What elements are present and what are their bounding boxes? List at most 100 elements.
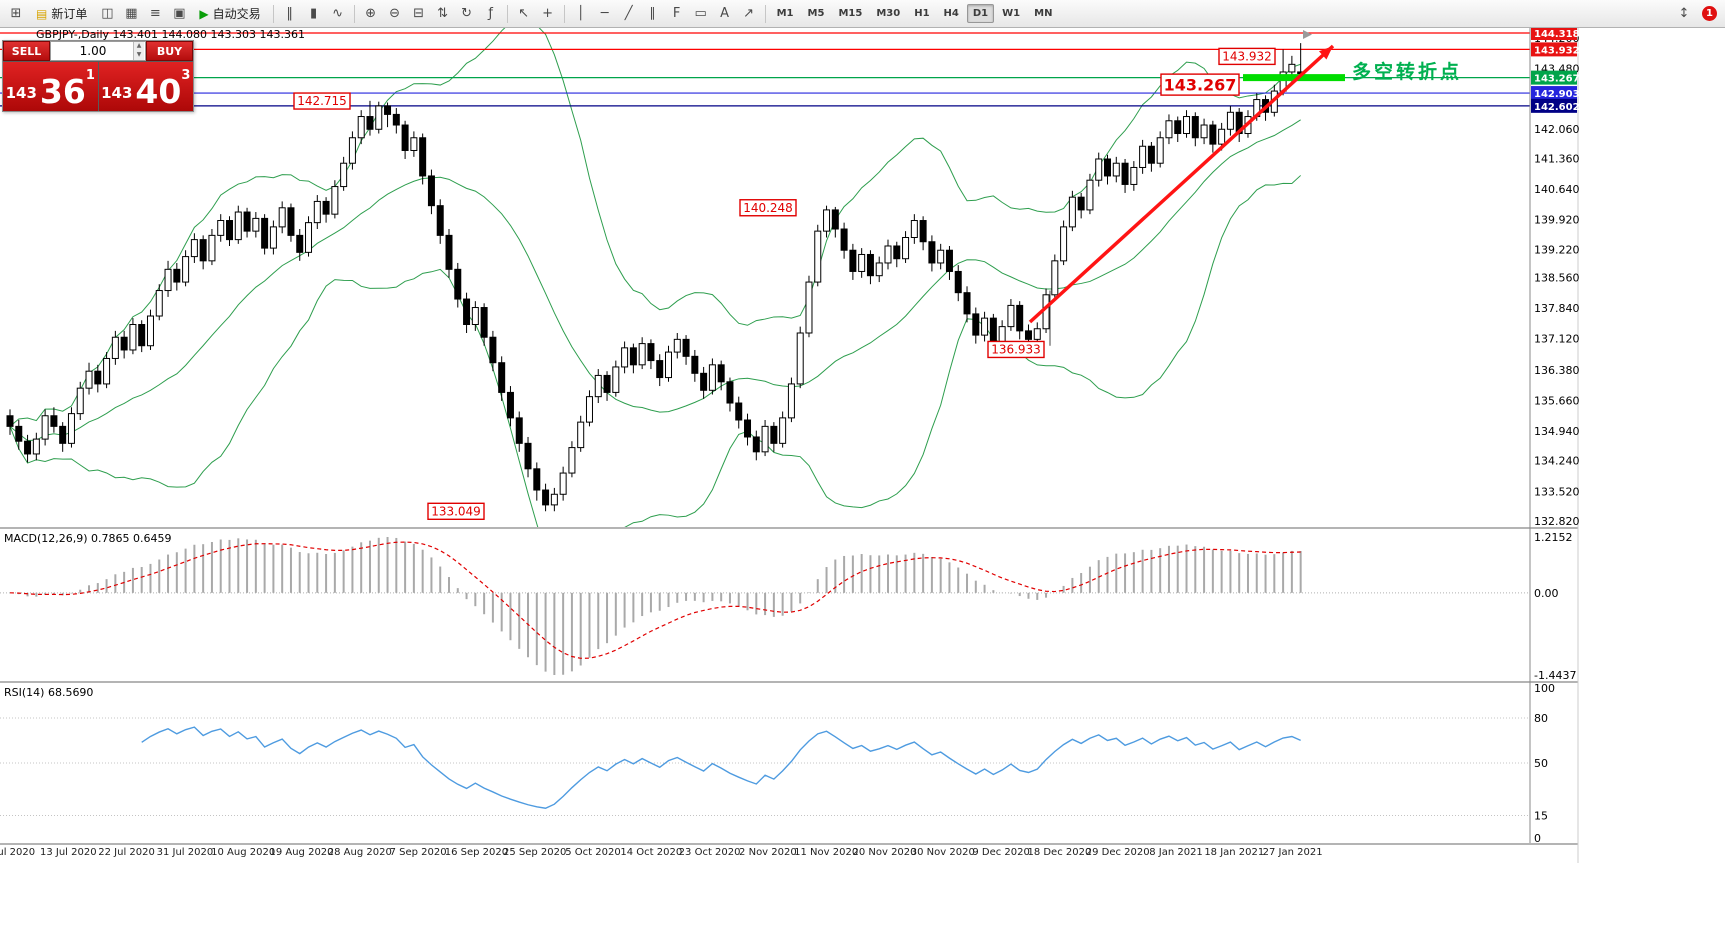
svg-text:100: 100 <box>1534 682 1555 695</box>
notification-badge[interactable]: 1 <box>1702 6 1717 21</box>
buy-button[interactable]: BUY <box>146 41 193 61</box>
new-chart-icon[interactable]: ⊞ <box>10 6 22 21</box>
separator-rsi-dates[interactable] <box>0 843 1578 845</box>
svg-text:16 Sep 2020: 16 Sep 2020 <box>445 847 508 858</box>
svg-text:133.049: 133.049 <box>431 504 481 518</box>
fibonacci-tool-icon[interactable]: F <box>672 6 681 21</box>
bar-chart-icon[interactable]: ‖ <box>286 6 293 21</box>
indicators-icon[interactable]: ƒ <box>488 6 493 21</box>
trend-arrow-line[interactable] <box>1028 44 1335 324</box>
toolbar: ⊞ ▤ 新订单 ◫ ▦ ≡ ▣ ▶ 自动交易 ‖ ▮ ∿ ⊕ ⊖ ⊟ ⇅ ↻ ƒ ↖ + │ ─ ╱ ∥ F ▭ A ↗ M1 M5 M15… <box>0 0 1725 28</box>
crosshair-icon[interactable]: + <box>542 6 554 21</box>
trendline-tool-icon[interactable]: ╱ <box>624 6 633 21</box>
cursor-icon[interactable]: ↖ <box>518 6 530 21</box>
annotation-box-133.049[interactable] <box>427 502 485 520</box>
auto-scroll-icon[interactable]: ⇅ <box>437 6 449 21</box>
annotation-box-143.932[interactable] <box>1218 47 1276 66</box>
timeframe-h4[interactable]: H4 <box>943 8 959 19</box>
svg-text:7 Sep 2020: 7 Sep 2020 <box>390 847 447 858</box>
candles-layer <box>6 43 1305 512</box>
timeframe-m5[interactable]: M5 <box>807 8 825 19</box>
volume-field-wrap: ▲ ▼ <box>50 41 146 61</box>
svg-text:1.2152: 1.2152 <box>1534 531 1573 544</box>
turning-point-bar[interactable] <box>1243 74 1345 82</box>
rsi-line <box>141 726 1301 809</box>
sell-button[interactable]: SELL <box>3 41 50 61</box>
new-order-button[interactable]: ▤ 新订单 <box>28 2 95 26</box>
profiles-icon[interactable]: ◫ <box>101 6 114 21</box>
volume-down-icon[interactable]: ▼ <box>133 51 144 60</box>
data-window-icon[interactable]: ≡ <box>149 6 161 21</box>
tile-windows-icon[interactable]: ⊟ <box>413 6 425 21</box>
separator-main-macd[interactable] <box>0 527 1578 529</box>
toolbar-separator <box>506 4 508 23</box>
toolbar-separator <box>563 4 565 23</box>
svg-text:134.940: 134.940 <box>1534 425 1580 438</box>
turning-point-label: 多空转折点 <box>1352 60 1462 83</box>
timeframe-d1[interactable]: D1 <box>966 4 995 23</box>
timeframe-m15[interactable]: M15 <box>838 8 863 19</box>
navigator-icon[interactable]: ▣ <box>173 6 186 21</box>
svg-text:141.360: 141.360 <box>1534 153 1580 166</box>
svg-text:139.220: 139.220 <box>1534 243 1580 256</box>
bollinger-middle <box>9 119 1301 442</box>
toolbar-separator <box>353 4 355 23</box>
macd-pane[interactable] <box>0 537 1530 675</box>
vline-tool-icon[interactable]: │ <box>576 6 585 21</box>
bid-price-tile[interactable]: 143 36 1 <box>3 62 98 111</box>
annotation-box-140.248[interactable] <box>739 199 797 217</box>
annotation-box-136.933[interactable] <box>987 340 1045 359</box>
scroll-icon[interactable]: ↕ <box>1678 6 1690 21</box>
annotation-box-142.715[interactable] <box>293 92 351 110</box>
timeframe-m30[interactable]: M30 <box>876 8 901 19</box>
timeframe-mn[interactable]: MN <box>1034 8 1053 19</box>
volume-up-icon[interactable]: ▲ <box>133 42 144 51</box>
macd-header: MACD(12,26,9) 0.7865 0.6459 <box>4 532 172 545</box>
zoom-out-icon[interactable]: ⊖ <box>389 6 401 21</box>
svg-text:134.240: 134.240 <box>1534 455 1580 468</box>
timeframe-h1[interactable]: H1 <box>914 8 930 19</box>
ask-price-tile[interactable]: 143 40 3 <box>98 62 193 111</box>
bid-sup: 1 <box>85 68 95 83</box>
svg-text:142.602: 142.602 <box>1534 102 1580 113</box>
market-watch-icon[interactable]: ▦ <box>125 6 138 21</box>
hline-tool-icon[interactable]: ─ <box>600 6 609 21</box>
svg-text:0: 0 <box>1534 832 1541 845</box>
bid-main: 143 <box>5 84 37 102</box>
shift-marker-icon[interactable] <box>1303 30 1312 39</box>
main-pane[interactable] <box>0 28 1530 583</box>
chart-shift-icon[interactable]: ↻ <box>461 6 473 21</box>
svg-text:31 Jul 2020: 31 Jul 2020 <box>157 847 214 858</box>
chart-area[interactable]: 142.715 143.932 143.267 140.248 136.933 133.0… <box>0 28 1725 945</box>
rsi-header: RSI(14) 68.5690 <box>4 686 93 699</box>
svg-text:5 Oct 2020: 5 Oct 2020 <box>565 847 620 858</box>
annotation-box-143.267[interactable] <box>1160 73 1240 96</box>
chart-background <box>0 28 1725 945</box>
arrows-tool-icon[interactable]: ↗ <box>743 6 755 21</box>
line-chart-icon[interactable]: ∿ <box>332 6 344 21</box>
svg-text:138.560: 138.560 <box>1534 271 1580 284</box>
separator-macd-rsi[interactable] <box>0 681 1578 683</box>
timeframe-m1[interactable]: M1 <box>776 8 794 19</box>
shapes-tool-icon[interactable]: ▭ <box>694 6 707 21</box>
svg-text:136.380: 136.380 <box>1534 364 1580 377</box>
candlestick-icon[interactable]: ▮ <box>310 6 318 21</box>
svg-text:136.933: 136.933 <box>991 342 1041 356</box>
zoom-in-icon[interactable]: ⊕ <box>365 6 377 21</box>
price-axis[interactable]: 144.200143.480142.060141.360140.640139.9… <box>1531 28 1580 528</box>
svg-text:15: 15 <box>1534 810 1548 823</box>
text-tool-icon[interactable]: A <box>720 6 730 21</box>
svg-text:0.00: 0.00 <box>1534 587 1559 600</box>
svg-text:142.903: 142.903 <box>1534 89 1580 100</box>
bid-big: 36 <box>39 71 86 111</box>
toolbar-right-group: ↕ 1 <box>1672 2 1721 26</box>
bollinger-upper <box>9 28 1301 427</box>
volume-input[interactable] <box>51 42 145 60</box>
autotrade-button[interactable]: ▶ 自动交易 <box>191 2 268 26</box>
svg-text:9 Dec 2020: 9 Dec 2020 <box>972 847 1030 858</box>
rsi-pane[interactable] <box>0 717 1530 816</box>
toolbar-separator <box>764 4 766 23</box>
timeframe-w1[interactable]: W1 <box>1002 8 1021 19</box>
channel-tool-icon[interactable]: ∥ <box>649 6 656 21</box>
